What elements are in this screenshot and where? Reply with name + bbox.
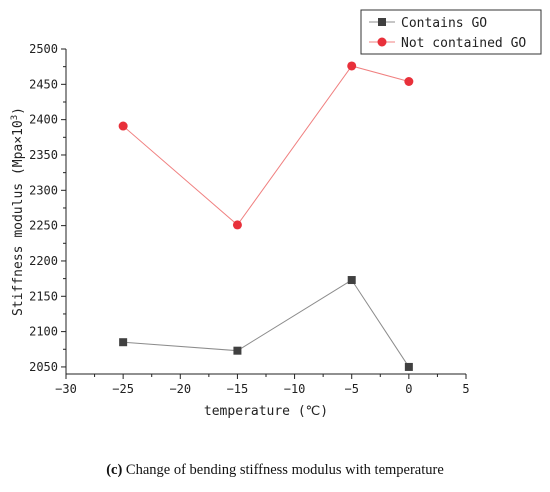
y-tick-label: 2350 — [29, 148, 58, 162]
x-tick-label: −5 — [344, 382, 358, 396]
legend-marker — [378, 18, 386, 26]
x-tick-label: 5 — [462, 382, 469, 396]
y-tick-label: 2100 — [29, 325, 58, 339]
y-axis-title-superscript: 3 — [10, 115, 20, 120]
y-tick-label: 2200 — [29, 254, 58, 268]
legend-box — [360, 9, 542, 55]
series-layer — [118, 61, 414, 371]
y-tick-label: 2500 — [29, 42, 58, 56]
legend-label: Not contained GO — [401, 36, 526, 51]
data-point — [232, 220, 242, 230]
legend-label: Contains GO — [401, 16, 487, 31]
x-tick-label: −25 — [112, 382, 134, 396]
y-tick-label: 2150 — [29, 289, 58, 303]
y-tick-label: 2400 — [29, 113, 58, 127]
series-line — [123, 279, 410, 368]
data-point — [233, 346, 242, 355]
data-point — [119, 338, 128, 347]
y-tick-label: 2050 — [29, 360, 58, 374]
figure-caption: (c) Change of bending stiffness modulus … — [0, 462, 550, 479]
data-point — [347, 276, 356, 285]
y-tick-label: 2300 — [29, 183, 58, 197]
data-point — [118, 121, 128, 131]
x-tick-label: −20 — [169, 382, 191, 396]
x-tick-label: −15 — [227, 382, 249, 396]
legend: Contains GO Not contained GO — [360, 9, 542, 55]
y-tick-label: 2450 — [29, 77, 58, 91]
y-axis-title-main: Stiffness modulus (Mpa×10 — [11, 120, 26, 316]
caption-label: (c) — [106, 462, 123, 478]
x-tick-label: −30 — [55, 382, 77, 396]
data-point — [347, 61, 357, 71]
data-point — [404, 362, 413, 371]
x-axis-title: temperature (℃) — [204, 404, 328, 419]
y-axis-title: Stiffness modulus (Mpa×103) — [10, 107, 26, 316]
caption-text: Change of bending stiffness modulus with… — [122, 462, 444, 478]
y-axis-title-close: ) — [11, 107, 26, 115]
y-tick-label: 2250 — [29, 219, 58, 233]
series-1 — [118, 61, 414, 230]
series-0 — [119, 276, 413, 371]
x-tick-label: 0 — [405, 382, 412, 396]
series-line — [122, 65, 409, 226]
x-tick-label: −10 — [284, 382, 306, 396]
data-point — [404, 77, 414, 86]
legend-marker — [377, 37, 387, 47]
axes: −30 −25 −20 −15 −10 −5 0 5 2050 2100 2150 2200 2250 2… — [10, 42, 470, 419]
